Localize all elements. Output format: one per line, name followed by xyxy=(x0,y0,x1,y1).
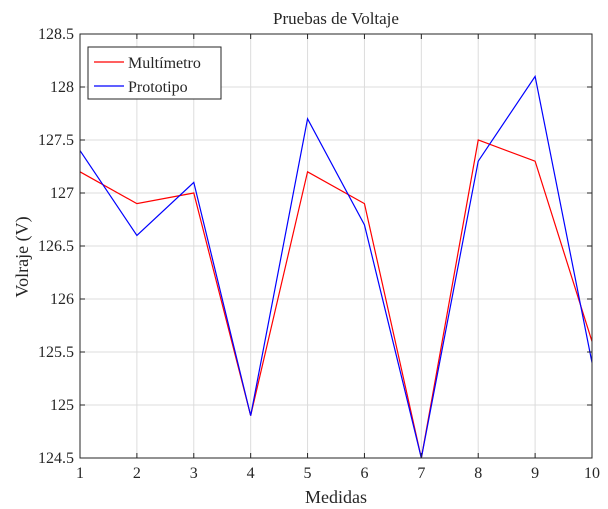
y-tick-label: 127 xyxy=(50,185,74,202)
x-tick-label: 10 xyxy=(584,465,600,482)
x-tick-labels: 1 2 3 4 5 6 7 8 9 10 xyxy=(76,465,600,482)
x-tick-label: 9 xyxy=(531,465,539,482)
legend-box xyxy=(87,46,222,100)
series-layer xyxy=(79,74,593,459)
y-tick-label: 127.5 xyxy=(38,132,74,149)
x-axis-label: Medidas xyxy=(305,487,367,507)
x-tick-label: 1 xyxy=(76,465,84,482)
tick-marks xyxy=(79,33,593,459)
y-tick-label: 125.5 xyxy=(38,344,74,361)
x-tick-label: 7 xyxy=(417,465,425,482)
legend-label-multimetro: Multímetro xyxy=(128,55,201,72)
series-line-multimetro xyxy=(79,139,593,459)
y-tick-labels: 124.5 125 125.5 126 126.5 127 127.5 128 128.5 xyxy=(38,26,74,467)
y-tick-label: 124.5 xyxy=(38,450,74,467)
y-tick-label: 128.5 xyxy=(38,26,74,43)
y-tick-label: 126.5 xyxy=(38,238,74,255)
y-tick-label: 126 xyxy=(50,291,74,308)
chart-title: Pruebas de Voltaje xyxy=(273,9,399,28)
x-tick-label: 5 xyxy=(304,465,312,482)
y-tick-label: 128 xyxy=(50,79,74,96)
x-tick-label: 8 xyxy=(474,465,482,482)
series-line-prototipo xyxy=(79,74,593,459)
x-tick-label: 6 xyxy=(360,465,368,482)
x-tick-label: 4 xyxy=(247,465,255,482)
x-tick-label: 2 xyxy=(133,465,141,482)
x-tick-label: 3 xyxy=(190,465,198,482)
legend: Multímetro Prototipo xyxy=(87,46,222,100)
y-axis-label: Volraje (V) xyxy=(12,216,33,297)
legend-label-prototipo: Prototipo xyxy=(128,79,188,96)
y-tick-label: 125 xyxy=(50,397,74,414)
